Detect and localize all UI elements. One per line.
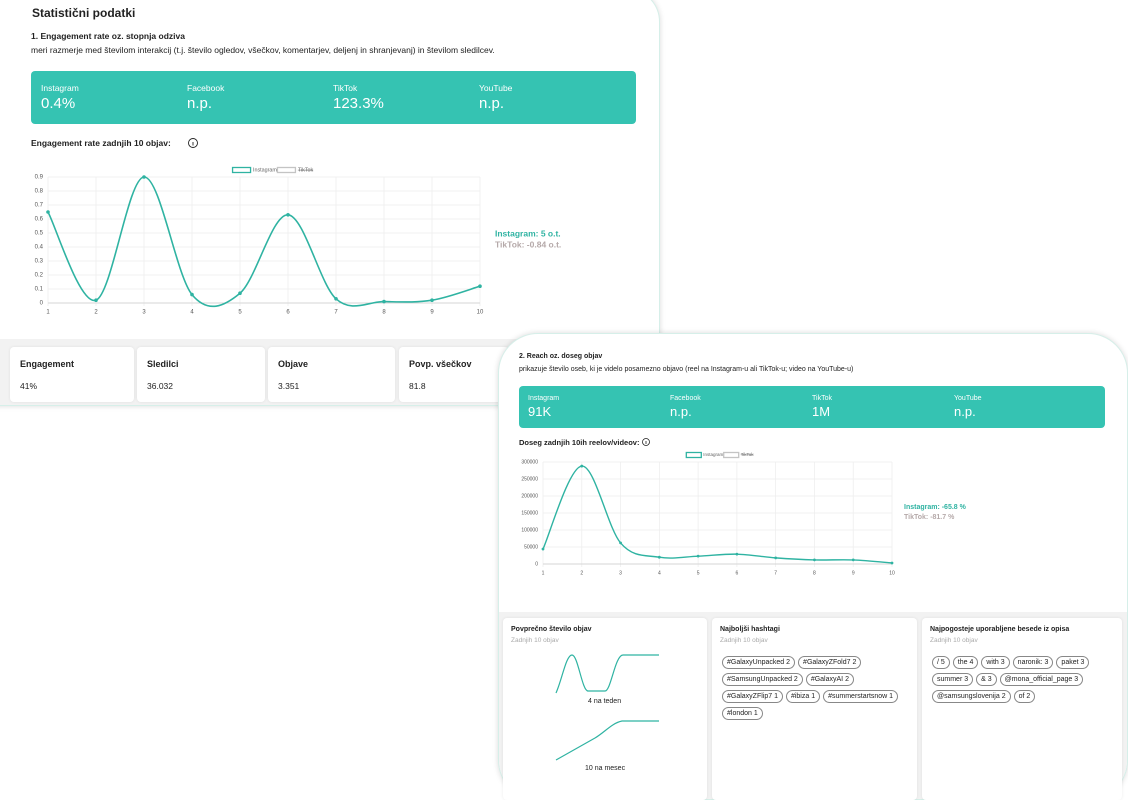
tag: / 5 [932,656,950,669]
platform-value: 0.4% [41,95,76,112]
platform-label: YouTube [479,83,513,93]
tag: summer 3 [932,673,974,686]
card-title: Najboljši hashtagi [720,626,780,633]
summary-label: Engagement [20,359,75,369]
summary-card [268,347,395,402]
tag: #GalaxyUnpacked 2 [722,656,796,669]
platform-label: Instagram [528,395,560,402]
info-card [922,618,1122,800]
chart-title: Doseg zadnjih 10ih reelov/videov: [519,438,640,447]
card-subtitle: Zadnjih 10 objav [930,637,978,644]
platform-value: 91K [528,404,552,419]
section-heading: 1. Engagement rate oz. stopnja odziva [31,31,185,41]
tag: naronik: 3 [1012,656,1054,669]
summary-label: Povp. všečkov [409,359,472,369]
section-heading: 2. Reach oz. doseg objav [519,353,603,360]
section-description: meri razmerje med številom interakcij (t… [31,45,495,55]
platform-label: Facebook [187,83,225,93]
summary-value: 81.8 [409,381,426,391]
tag: #ibiza 1 [785,690,821,703]
tag: @mona_official_page 3 [999,673,1084,686]
summary-value: 41% [20,381,38,391]
card-subtitle: Zadnjih 10 objav [720,637,768,644]
summary-value: 36.032 [147,381,173,391]
info-card [712,618,917,800]
tag: #summerstartsnow 1 [823,690,899,703]
summary-value: 3.351 [278,381,300,391]
summary-label: Objave [278,359,309,369]
card-title: Najpogosteje uporabljene besede iz opisa [930,626,1070,633]
platform-value: 123.3% [333,95,384,112]
tag: paket 3 [1056,656,1090,669]
tag: #GalaxyAI 2 [805,673,854,686]
platform-box [519,386,1105,428]
card-title: Povprečno število objav [511,626,592,633]
tag: @samsungslovenija 2 [932,690,1011,703]
section-description: prikazuje število oseb, ki je videlo pos… [519,366,854,373]
summary-card [399,347,509,402]
tag: #SamsungUnpacked 2 [722,673,803,686]
platform-label: TikTok [812,395,832,402]
page-title: Statistični podatki [32,6,136,20]
summary-label: Sledilci [147,359,179,369]
tag: & 3 [976,673,997,686]
summary-card [10,347,134,402]
platform-label: Facebook [670,395,701,402]
monthly-posts: 10 na mesec [585,765,626,772]
weekly-posts: 4 na teden [588,698,622,705]
tag: the 4 [952,656,979,669]
platform-label: TikTok [333,83,358,93]
tag: #GalaxyZFlip7 1 [722,690,783,703]
summary-card [137,347,265,402]
platform-box [31,71,636,124]
platform-value: n.p. [479,95,505,112]
platform-value: n.p. [670,404,692,419]
tag: with 3 [981,656,1010,669]
platform-label: YouTube [954,395,982,402]
tag-list: / 5 the 4 with 3 naronik: 3 paket 3 summer 3 &… [932,656,1122,703]
tag: #london 1 [722,707,763,720]
platform-value: n.p. [954,404,976,419]
tag: #GalaxyZFold7 2 [798,656,862,669]
platform-value: n.p. [187,95,213,112]
info-card [503,618,707,800]
tag: of 2 [1013,690,1036,703]
platform-label: Instagram [41,83,79,93]
chart-title: Engagement rate zadnjih 10 objav: [31,138,171,148]
tag-list: #GalaxyUnpacked 2 #GalaxyZFold7 2 #Samsung… [722,656,917,720]
card-subtitle: Zadnjih 10 objav [511,637,559,644]
platform-value: 1M [812,404,831,419]
